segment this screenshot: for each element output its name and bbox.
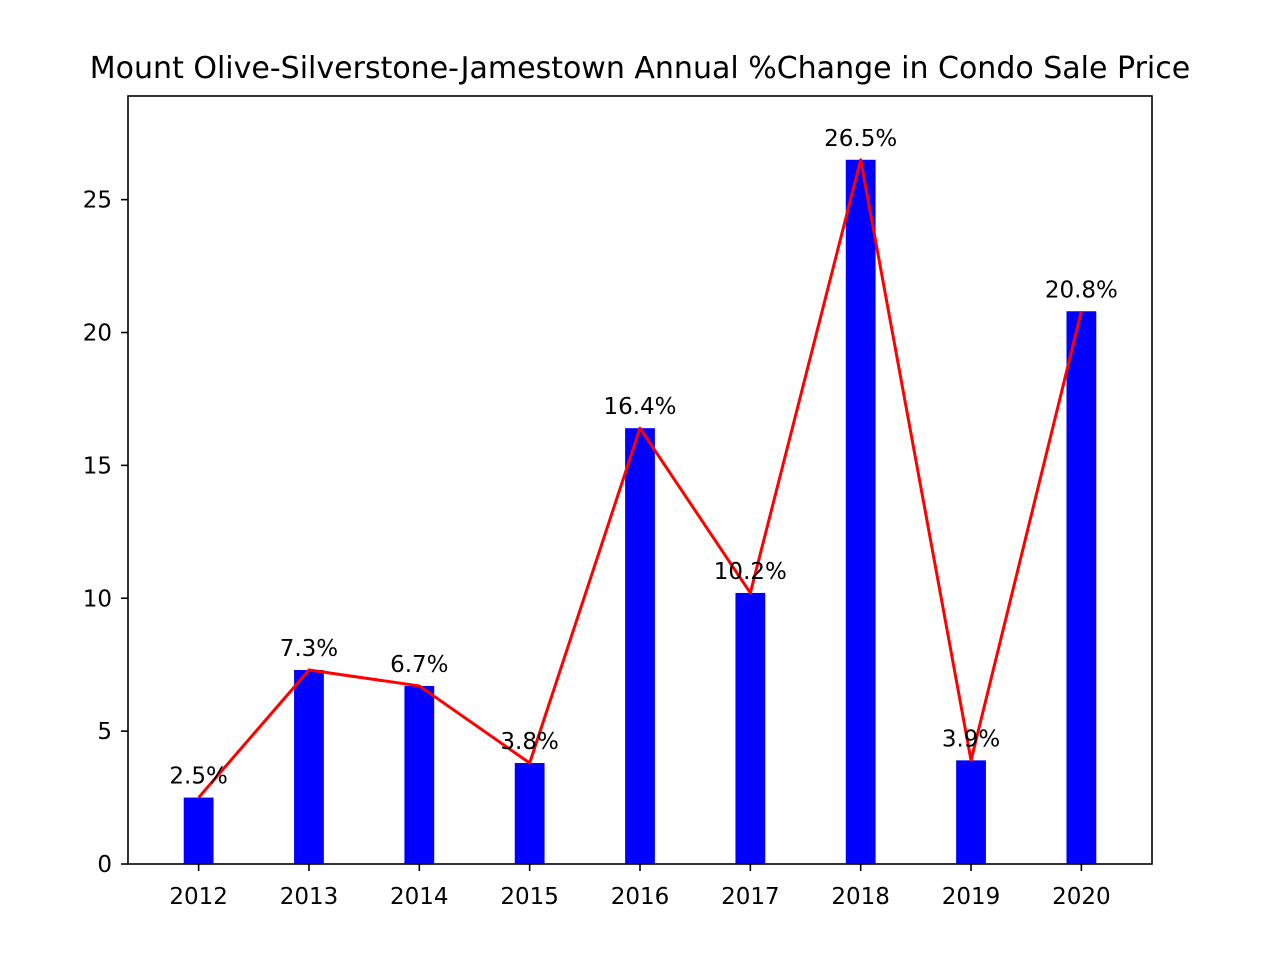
data-label-2018: 26.5% <box>824 126 897 152</box>
x-tick-label-2017: 2017 <box>721 884 780 910</box>
y-tick-label-5: 5 <box>97 719 112 745</box>
bars-group <box>183 159 1097 865</box>
data-label-2013: 7.3% <box>280 636 338 662</box>
data-labels-group: 2.5% 7.3% 6.7% 3.8% 16.4% 10.2% 26.5% 3.9% 20.8% <box>169 126 1118 790</box>
trend-line-group <box>197 158 1083 799</box>
x-tick-label-2013: 2013 <box>280 884 339 910</box>
x-tick-label-2019: 2019 <box>942 884 1001 910</box>
bar-2019 <box>956 760 986 864</box>
bar-2015 <box>514 763 545 864</box>
data-label-2020: 20.8% <box>1045 277 1118 303</box>
data-label-2017: 10.2% <box>714 559 787 585</box>
bar-2017 <box>735 592 766 864</box>
x-tick-label-2016: 2016 <box>611 884 670 910</box>
data-label-2012: 2.5% <box>169 764 227 790</box>
bar-2014 <box>404 685 435 864</box>
trend-line <box>197 158 1083 799</box>
y-tick-label-25: 25 <box>83 188 112 214</box>
x-tick-label-2012: 2012 <box>169 884 228 910</box>
y-tick-label-10: 10 <box>83 586 112 612</box>
data-label-2019: 3.9% <box>942 726 1000 752</box>
data-label-2014: 6.7% <box>390 652 448 678</box>
bar-2012 <box>183 797 214 864</box>
y-tick-label-0: 0 <box>97 852 112 878</box>
y-tick-label-15: 15 <box>83 453 112 479</box>
bar-2018 <box>845 159 876 864</box>
y-tick-label-20: 20 <box>83 321 112 347</box>
y-axis: 0 5 10 15 20 25 <box>83 188 128 878</box>
x-tick-label-2018: 2018 <box>831 884 890 910</box>
bar-2016 <box>625 428 655 864</box>
x-axis: 2012 2013 2014 2015 2016 2017 2018 2019 2020 <box>169 864 1111 910</box>
plot-frame <box>127 95 1153 865</box>
bar-2020 <box>1066 311 1097 865</box>
x-tick-label-2014: 2014 <box>390 884 449 910</box>
x-tick-label-2015: 2015 <box>500 884 559 910</box>
data-label-2016: 16.4% <box>603 394 676 420</box>
bar-2013 <box>294 670 324 864</box>
x-tick-label-2020: 2020 <box>1052 884 1111 910</box>
chart-title: Mount Olive-Silverstone-Jamestown Annual… <box>90 51 1190 86</box>
data-label-2015: 3.8% <box>500 729 558 755</box>
